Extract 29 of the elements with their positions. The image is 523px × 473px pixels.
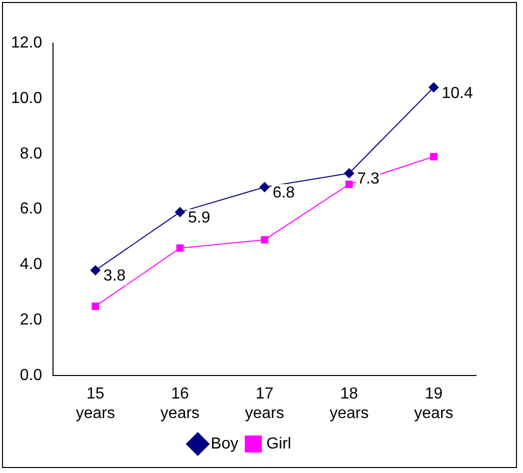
point [428,82,439,92]
point [176,244,184,252]
x-tick-label: 19 years [414,386,454,422]
y-tick-label: 10.0 [11,90,42,107]
point [344,168,354,178]
data-label: 5.9 [188,209,210,226]
data-label: 7.3 [357,170,380,188]
point [175,207,185,218]
y-tick-label: 4.0 [20,256,42,274]
legend-label: Girl [266,435,292,452]
y-tick-label: 8.0 [20,145,42,162]
x-tick-label: 18 years [330,386,369,422]
point [260,236,268,244]
point [345,180,353,188]
x-tick-label: 17 years [245,386,284,422]
data-label: 10.4 [442,84,473,102]
point [260,182,270,192]
data-label: 3.8 [103,268,126,285]
x-tick-label: 15 years [76,386,115,422]
legend-label: Boy [210,435,238,452]
point [92,302,100,310]
y-tick-label: 6.0 [20,200,42,218]
y-tick-label: 2.0 [20,312,42,329]
data-label: 6.8 [272,184,295,202]
y-tick-label: 0.0 [20,367,42,384]
y-tick-label: 12.0 [11,34,42,52]
point [430,152,438,160]
x-tick-label: 16 years [160,386,200,422]
point [90,265,100,276]
